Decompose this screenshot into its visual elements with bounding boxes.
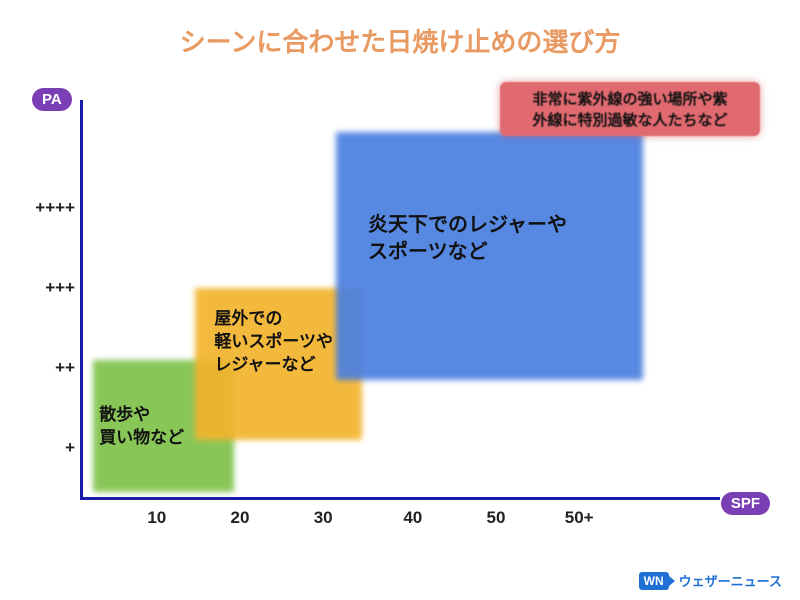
x-tick: 20	[231, 508, 250, 528]
box-label-light-sports: 屋外での 軽いスポーツや レジャーなど	[214, 308, 333, 377]
x-tick: 50+	[565, 508, 594, 528]
y-tick: +++	[20, 278, 75, 298]
box-label-walk: 散歩や 買い物など	[99, 404, 184, 450]
y-axis-line	[80, 100, 83, 500]
footer-badge: WN	[639, 572, 669, 590]
x-tick: 40	[403, 508, 422, 528]
y-tick: ++++	[20, 198, 75, 218]
x-tick: 30	[314, 508, 333, 528]
chart-title: シーンに合わせた日焼け止めの選び方	[0, 22, 800, 59]
y-tick: ++	[20, 358, 75, 378]
x-tick: 50	[487, 508, 506, 528]
footer-text: ウェザーニュース	[679, 571, 782, 590]
x-tick: 10	[147, 508, 166, 528]
extreme-uv-note: 非常に紫外線の強い場所や紫 外線に特別過敏な人たちなど	[500, 82, 760, 136]
footer: WN ウェザーニュース	[639, 571, 782, 590]
x-axis-line	[80, 497, 720, 500]
extreme-uv-line1: 非常に紫外線の強い場所や紫	[510, 88, 750, 109]
extreme-uv-line2: 外線に特別過敏な人たちなど	[510, 109, 750, 130]
box-label-leisure: 炎天下でのレジャーや スポーツなど	[368, 212, 567, 266]
x-axis-label: SPF	[721, 492, 770, 515]
chart-area: ++++++++++102030405050+散歩や 買い物など屋外での 軽いス…	[80, 100, 720, 500]
y-tick: +	[20, 438, 75, 458]
y-axis-label: PA	[32, 88, 72, 111]
